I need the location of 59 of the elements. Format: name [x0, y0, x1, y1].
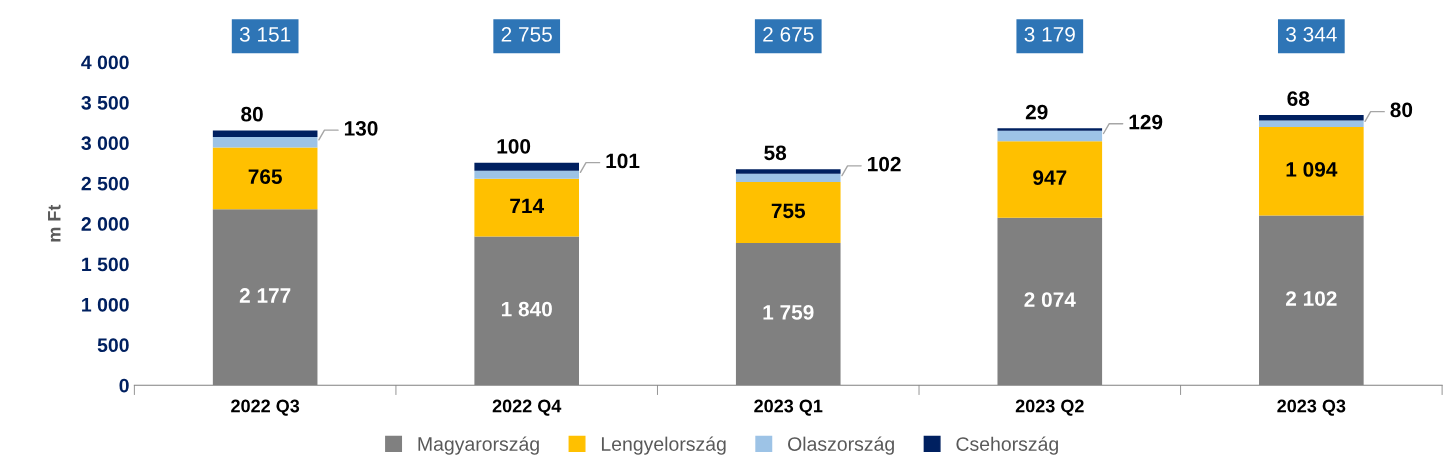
x-tick-label: 2022 Q3 [231, 399, 300, 416]
data-label: 1 094 [1286, 162, 1338, 177]
data-label: 80 [241, 106, 263, 122]
x-tick-label: 2023 Q1 [754, 399, 823, 416]
data-label: 947 [1033, 170, 1067, 185]
data-label: 1 840 [501, 301, 552, 317]
bar [1259, 115, 1364, 121]
data-label: 714 [510, 198, 544, 214]
bar [997, 130, 1103, 142]
y-tick-label: 0 [119, 378, 129, 393]
bar [735, 182, 841, 244]
bar [212, 130, 318, 138]
text: 3 344 [1286, 27, 1337, 42]
legend-label: Csehország [956, 436, 1058, 455]
bar [474, 162, 580, 171]
text: 3 179 [1024, 27, 1075, 42]
text: 3 151 [239, 27, 291, 42]
data-label: 755 [771, 203, 806, 219]
x-tick-label: 2023 Q2 [1015, 399, 1084, 416]
y-tick-label: 4 000 [81, 55, 129, 70]
data-label: 765 [248, 169, 282, 185]
data-label: 29 [1025, 104, 1048, 120]
y-tick-label: 2 000 [81, 217, 129, 231]
bar [1259, 127, 1364, 216]
bar [212, 147, 318, 210]
x-tick-label: 2022 Q4 [492, 399, 562, 416]
data-label: 80 [1390, 102, 1413, 118]
data-label: 68 [1287, 91, 1310, 107]
data-label: 2 177 [239, 288, 291, 303]
data-label: 130 [344, 120, 378, 136]
y-tick-label: 3 500 [81, 95, 129, 110]
y-tick-label: 2 500 [81, 176, 129, 191]
bar [735, 173, 841, 183]
bar [474, 178, 580, 237]
y-tick-label: 3 000 [81, 136, 129, 151]
data-label: 58 [764, 145, 787, 161]
data-label: 102 [868, 156, 901, 172]
legend-label: Lengyelország [601, 436, 726, 455]
y-tick-label: 1 500 [82, 257, 129, 272]
y-axis-title: m Ft [48, 204, 61, 242]
bar [474, 170, 580, 179]
data-label: 101 [606, 153, 640, 169]
text: 2 755 [501, 27, 552, 42]
legend-label: Olaszország [788, 436, 894, 455]
data-label: 1 759 [763, 305, 814, 320]
legend-label: Magyarország [418, 436, 539, 455]
bar [1259, 120, 1364, 127]
data-label: 129 [1129, 114, 1163, 130]
data-label: 2 102 [1286, 291, 1337, 306]
bar [212, 137, 318, 148]
data-label: 2 074 [1024, 292, 1076, 308]
bar [997, 128, 1103, 131]
bar [735, 169, 841, 174]
y-tick-label: 500 [97, 338, 129, 353]
data-label: 100 [497, 138, 531, 154]
bar [997, 141, 1103, 218]
y-tick-label: 1 000 [82, 297, 129, 312]
x-tick-label: 2023 Q3 [1277, 399, 1346, 416]
text: 2 675 [763, 27, 814, 42]
